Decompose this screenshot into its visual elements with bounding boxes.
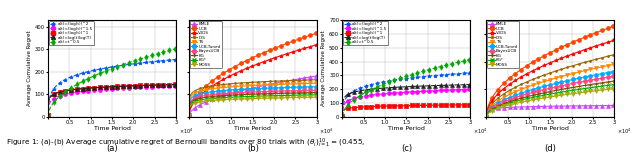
Text: (a): (a)	[106, 144, 118, 153]
Y-axis label: Average Cumulative Regret: Average Cumulative Regret	[321, 31, 326, 106]
Text: $\times10^4$: $\times10^4$	[179, 127, 193, 136]
Text: Figure 1: (a)-(b) Average cumulative regret of Bernoulli bandits over 80 trials : Figure 1: (a)-(b) Average cumulative reg…	[6, 137, 365, 150]
Legend: BMLE, UCB, V-IDS, IDS, TS, UCB-Tuned, BayesUCB, KG, KG*, MOSS: BMLE, UCB, V-IDS, IDS, TS, UCB-Tuned, Ba…	[487, 21, 519, 68]
Legend: BMLE, UCB, V-IDS, IDS, TS, UCB-Tuned, BayesUCB, KG, KG*, MOSS: BMLE, UCB, V-IDS, IDS, TS, UCB-Tuned, Ba…	[189, 21, 221, 68]
Legend: a(t)=(log(t))^2, a(t)=(log(t))^1.5, a(t)=(log(t))^1, a(t)=log(t)log(T), a(t)=t^0: a(t)=(log(t))^2, a(t)=(log(t))^1.5, a(t)…	[343, 21, 388, 45]
Text: (b): (b)	[247, 144, 259, 153]
X-axis label: Time Period: Time Period	[93, 126, 131, 131]
Text: (c): (c)	[401, 144, 412, 153]
X-axis label: Time Period: Time Period	[532, 126, 569, 131]
Y-axis label: Average Cumulative Regret: Average Cumulative Regret	[27, 31, 32, 106]
Text: $\times10^4$: $\times10^4$	[319, 127, 333, 136]
X-axis label: Time Period: Time Period	[388, 126, 425, 131]
Legend: a(t)=(log(t))^2, a(t)=(log(t))^1.5, a(t)=(log(t))^1, a(t)=log(t)log(T), a(t)=t^0: a(t)=(log(t))^2, a(t)=(log(t))^1.5, a(t)…	[49, 21, 94, 45]
Text: (d): (d)	[545, 144, 556, 153]
Text: $\times10^4$: $\times10^4$	[617, 127, 631, 136]
X-axis label: Time Period: Time Period	[234, 126, 271, 131]
Text: $\times10^4$: $\times10^4$	[473, 127, 487, 136]
